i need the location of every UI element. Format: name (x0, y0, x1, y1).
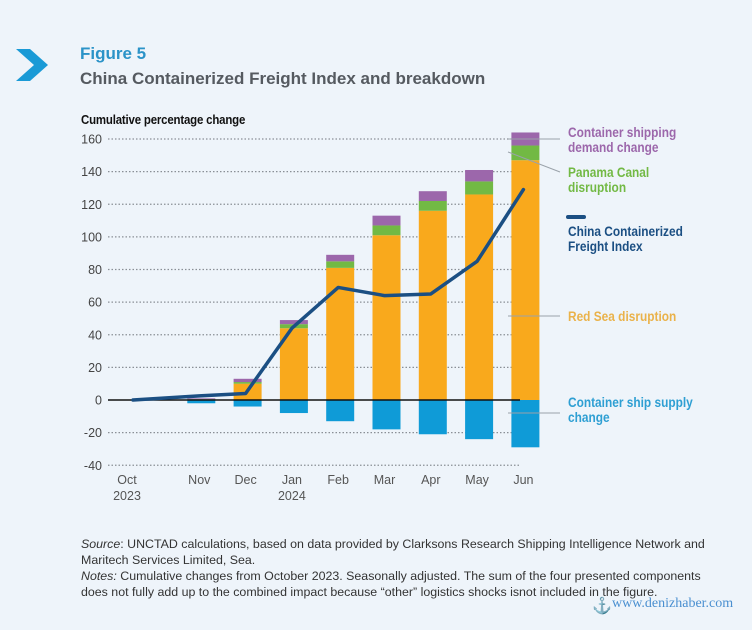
source-text: : UNCTAD calculations, based on data pro… (81, 537, 705, 567)
x-tick-label: Apr (421, 473, 440, 487)
bar-container-shipping-demand-change (465, 169, 494, 182)
chevron-right-icon (16, 49, 48, 81)
notes-label: Notes: (81, 569, 117, 583)
notes-text: Cumulative changes from October 2023. Se… (81, 569, 701, 599)
legend-label-line: demand change (568, 140, 659, 155)
x-tick-label: Oct (117, 473, 137, 487)
legend-label-line: Red Sea disruption (568, 309, 677, 324)
notes-note: Notes: Cumulative changes from October 2… (81, 568, 721, 600)
legend-label-line: Container shipping (568, 125, 677, 140)
y-tick-label: 120 (81, 198, 102, 212)
bar-container-shipping-demand-change (326, 254, 355, 262)
line-china-containerized-freight-index (131, 187, 526, 402)
x-tick-label-year: 2024 (278, 489, 306, 503)
bar-container-shipping-demand-change (279, 320, 308, 325)
y-tick-label: 0 (95, 394, 102, 408)
bar-container-ship-supply-change (326, 400, 355, 422)
legend-label: Container ship supply change (568, 395, 693, 425)
footnotes: Source: UNCTAD calculations, based on da… (81, 536, 721, 600)
bar-container-shipping-demand-change (372, 215, 401, 226)
x-tick-label: Feb (327, 473, 349, 487)
x-tick-label: Nov (188, 473, 211, 487)
x-tick-label: Dec (234, 473, 256, 487)
legend-leader-line (507, 151, 561, 173)
figure-label: Figure 5 (80, 44, 147, 63)
bar-container-ship-supply-change (187, 400, 216, 404)
watermark: www.denizhaber.com (612, 596, 734, 611)
bar-panama-canal-disruption (372, 225, 401, 236)
legend-label: Panama Canal disruption (568, 165, 649, 195)
y-tick-label: -40 (84, 459, 102, 473)
y-tick-label: 20 (88, 361, 102, 375)
x-tick-label: May (465, 473, 489, 487)
bar-panama-canal-disruption (418, 200, 447, 211)
legend-label-line: change (568, 410, 610, 425)
x-tick-label: Mar (374, 473, 396, 487)
y-axis-title: Cumulative percentage change (81, 112, 246, 127)
legend-label-line: Container ship supply (568, 395, 693, 410)
y-tick-label: -20 (84, 426, 102, 440)
legend-label-line: Panama Canal (568, 165, 650, 180)
bar-container-ship-supply-change (418, 400, 447, 435)
legend-label: China Containerized Freight Index (568, 224, 683, 254)
bar-panama-canal-disruption (233, 382, 262, 384)
bar-panama-canal-disruption (326, 261, 355, 268)
bar-container-ship-supply-change (465, 400, 494, 440)
bar-container-ship-supply-change (511, 400, 540, 448)
bar-red-sea-disruption (418, 210, 447, 400)
source-note: Source: UNCTAD calculations, based on da… (81, 536, 721, 568)
x-tick-label: Jan (282, 473, 302, 487)
anchor-icon: ⚓ (592, 598, 612, 615)
x-tick-label: Jun (513, 473, 533, 487)
bar-container-shipping-demand-change (187, 398, 216, 400)
bar-container-shipping-demand-change (233, 378, 262, 383)
legend-label: Container shipping demand change (568, 125, 676, 155)
bar-panama-canal-disruption (465, 181, 494, 195)
legend-label-line: disruption (568, 180, 627, 195)
bar-red-sea-disruption (372, 235, 401, 400)
bar-container-ship-supply-change (279, 400, 308, 414)
bar-container-ship-supply-change (233, 400, 262, 407)
figure-title: China Containerized Freight Index and br… (80, 69, 486, 88)
bar-red-sea-disruption (465, 194, 494, 400)
y-tick-label: 100 (81, 230, 102, 244)
source-label: Source (81, 537, 121, 551)
bar-red-sea-disruption (511, 160, 540, 400)
y-tick-label: 140 (81, 165, 102, 179)
legend-label: Red Sea disruption (568, 309, 676, 324)
bar-container-shipping-demand-change (418, 191, 447, 201)
bar-panama-canal-disruption (511, 145, 540, 161)
y-tick-label: 160 (81, 133, 102, 147)
x-tick-label-year: 2023 (113, 489, 141, 503)
y-tick-label: 80 (88, 263, 102, 277)
legend-label-line: Freight Index (568, 239, 643, 254)
y-tick-label: 40 (88, 328, 102, 342)
bar-container-ship-supply-change (372, 400, 401, 430)
y-tick-label: 60 (88, 296, 102, 310)
legend-label-line: China Containerized (568, 224, 683, 239)
